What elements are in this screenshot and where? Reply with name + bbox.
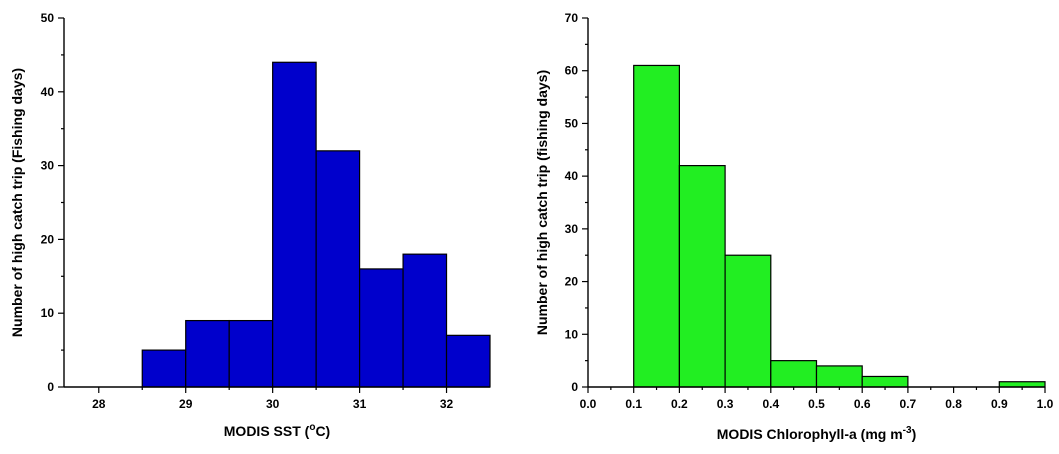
- y-tick-label: 60: [565, 64, 579, 78]
- y-tick-label: 20: [565, 275, 579, 289]
- y-tick-label: 50: [41, 11, 55, 25]
- x-tick-label: 0.7: [900, 397, 917, 411]
- x-tick-label: 0.2: [671, 397, 688, 411]
- bar-1: [185, 319, 230, 388]
- bar-8: [998, 381, 1046, 388]
- y-axis-title: Number of high catch trip (fishing days): [534, 70, 550, 335]
- x-tick-label: 0.3: [717, 397, 734, 411]
- x-tick-label: 30: [266, 397, 280, 411]
- bar-2: [228, 319, 274, 388]
- y-tick-label: 70: [565, 11, 579, 25]
- bar-7: [445, 334, 491, 388]
- bar-4: [315, 150, 361, 388]
- x-tick-label: 31: [353, 397, 367, 411]
- x-tick-label: 0.5: [808, 397, 825, 411]
- x-tick-label: 0.8: [945, 397, 962, 411]
- x-tick-label: 0.0: [580, 397, 597, 411]
- y-tick-label: 50: [565, 116, 579, 130]
- x-axis-title: MODIS SST (oC): [224, 422, 330, 439]
- y-tick-label: 10: [565, 327, 579, 341]
- bar-3: [272, 61, 317, 388]
- x-tick-label: 0.1: [625, 397, 642, 411]
- x-tick-label: 32: [440, 397, 454, 411]
- bar-4: [815, 365, 863, 388]
- bar-5: [358, 268, 404, 388]
- x-tick-label: 0.6: [854, 397, 871, 411]
- bar-1: [678, 165, 726, 388]
- y-tick-label: 30: [41, 159, 55, 173]
- bar-0: [141, 349, 187, 388]
- bar-2: [724, 254, 772, 388]
- bar-5: [861, 375, 909, 388]
- sst-histogram: 0 10 20 30 40 50 28 29 30 31 32 Number of high catc…: [9, 11, 491, 439]
- y-tick-label: 10: [41, 306, 55, 320]
- y-tick-label: 0: [47, 380, 54, 394]
- y-tick-label: 40: [565, 169, 579, 183]
- y-axis-title: Number of high catch trip (Fishing days): [9, 68, 25, 337]
- bar-3: [770, 360, 818, 388]
- x-axis-title: MODIS Chlorophyll-a (mg m-3): [717, 425, 916, 442]
- y-tick-label: 40: [41, 85, 55, 99]
- y-tick-label: 0: [571, 380, 578, 394]
- x-tick-label: 29: [179, 397, 193, 411]
- y-tick-label: 20: [41, 232, 55, 246]
- bar-0: [633, 64, 681, 388]
- x-tick-label: 0.9: [991, 397, 1008, 411]
- x-tick-label: 1.0: [1037, 397, 1054, 411]
- x-tick-label: 28: [92, 397, 106, 411]
- chlorophyll-histogram: 0 10 20 30 40 50 60 70 0.0 0.1 0.2 0.3 0.4 0.5 0.6 0.7 0…: [534, 11, 1054, 442]
- x-tick-label: 0.4: [762, 397, 779, 411]
- y-tick-label: 30: [565, 222, 579, 236]
- bar-6: [402, 253, 448, 388]
